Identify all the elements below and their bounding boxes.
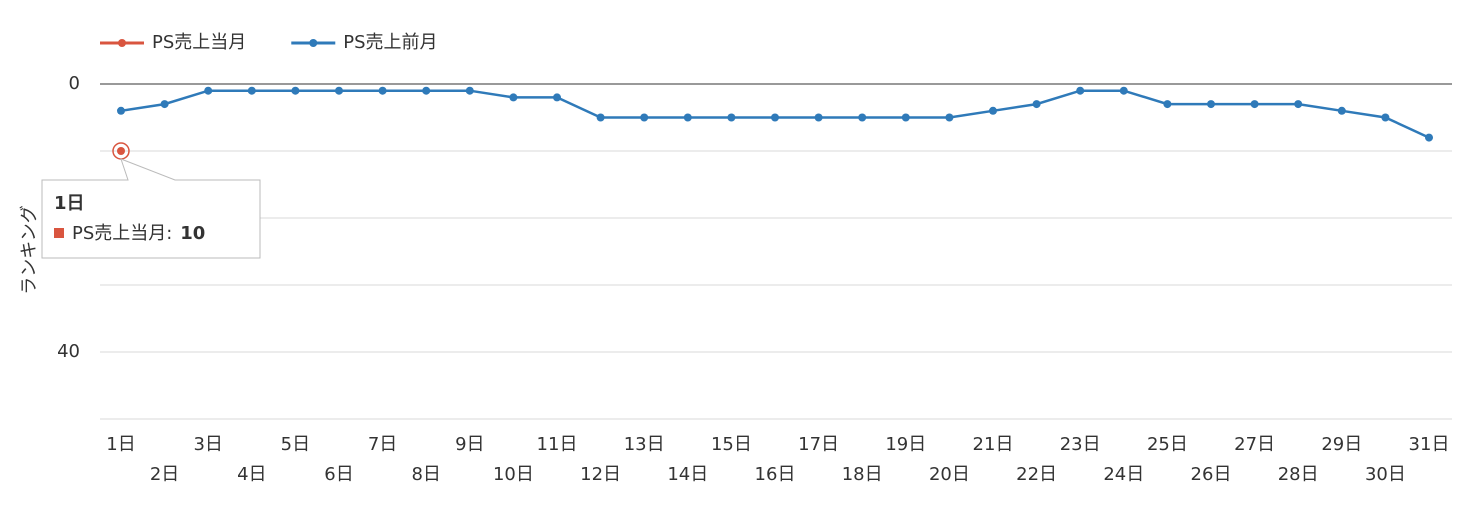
x-tick-label: 16日 <box>755 464 796 485</box>
tooltip: 1日 PS売上当月:10 <box>41 158 261 259</box>
data-point <box>1250 100 1259 109</box>
x-tick-label: 20日 <box>929 464 970 485</box>
data-point <box>596 113 605 122</box>
x-tick-label: 8日 <box>411 464 440 485</box>
tooltip-sep: : <box>166 223 172 244</box>
data-point <box>1294 100 1303 109</box>
data-point <box>422 86 431 95</box>
x-tick-label: 1日 <box>106 434 135 455</box>
data-point <box>378 86 387 95</box>
y-tick-label: 40 <box>57 341 80 362</box>
data-point <box>814 113 823 122</box>
data-point <box>1381 113 1390 122</box>
x-tick-label: 28日 <box>1278 464 1319 485</box>
data-point <box>1076 86 1085 95</box>
x-tick-label: 15日 <box>711 434 752 455</box>
x-tick-label: 21日 <box>973 434 1014 455</box>
tooltip-box <box>41 158 261 259</box>
data-point <box>1119 86 1128 95</box>
x-tick-label: 3日 <box>193 434 222 455</box>
legend-item: PS売上前月 <box>291 32 438 53</box>
data-point <box>204 86 213 95</box>
x-tick-label: 14日 <box>667 464 708 485</box>
x-tick-label: 19日 <box>885 434 926 455</box>
x-tick-label: 30日 <box>1365 464 1406 485</box>
data-point <box>771 113 779 122</box>
data-point <box>291 86 300 95</box>
tooltip-series: PS売上当月 <box>72 223 166 244</box>
y-tick-label: 0 <box>69 73 80 94</box>
x-tick-label: 23日 <box>1060 434 1101 455</box>
legend-marker <box>118 39 126 47</box>
x-tick-label: 26日 <box>1191 464 1232 485</box>
x-tick-label: 5日 <box>281 434 310 455</box>
legend-label: PS売上前月 <box>343 32 437 53</box>
data-point <box>858 113 867 122</box>
x-tick-label: 13日 <box>624 434 665 455</box>
data-point <box>117 147 125 155</box>
data-point <box>509 93 518 102</box>
legend-label: PS売上当月 <box>152 32 246 53</box>
tooltip-title: 1日 <box>54 193 85 214</box>
data-point <box>1337 106 1346 115</box>
x-tick-label: 7日 <box>368 434 397 455</box>
x-tick-label: 12日 <box>580 464 621 485</box>
data-point <box>945 113 954 122</box>
data-point <box>989 106 997 115</box>
x-tick-label: 11日 <box>537 434 578 455</box>
x-tick-label: 18日 <box>842 464 883 485</box>
legend-item: PS売上当月 <box>100 32 246 53</box>
y-axis-title: ランキング <box>19 205 40 294</box>
data-point <box>683 113 692 122</box>
data-point <box>1207 100 1215 109</box>
x-tick-label: 22日 <box>1016 464 1057 485</box>
x-tick-label: 24日 <box>1103 464 1144 485</box>
data-point <box>640 113 649 122</box>
x-tick-label: 9日 <box>455 434 484 455</box>
tooltip-value: 10 <box>180 223 205 244</box>
data-point <box>247 86 256 95</box>
data-point <box>465 86 474 95</box>
x-tick-label: 25日 <box>1147 434 1188 455</box>
tooltip-swatch <box>54 228 64 238</box>
x-tick-label: 31日 <box>1409 434 1450 455</box>
x-tick-label: 4日 <box>237 464 266 485</box>
data-point <box>1163 100 1172 109</box>
data-point <box>1425 133 1433 142</box>
x-tick-label: 10日 <box>493 464 534 485</box>
data-point <box>1032 100 1041 109</box>
x-tick-label: 6日 <box>324 464 353 485</box>
x-tick-label: 2日 <box>150 464 179 485</box>
data-point <box>553 93 561 102</box>
legend-marker <box>309 39 318 47</box>
x-tick-label: 17日 <box>798 434 839 455</box>
x-tick-label: 27日 <box>1234 434 1275 455</box>
data-point <box>160 100 169 109</box>
data-point <box>335 86 343 95</box>
data-point <box>901 113 910 122</box>
x-tick-label: 29日 <box>1321 434 1362 455</box>
data-point <box>117 106 125 115</box>
data-point <box>727 113 736 122</box>
